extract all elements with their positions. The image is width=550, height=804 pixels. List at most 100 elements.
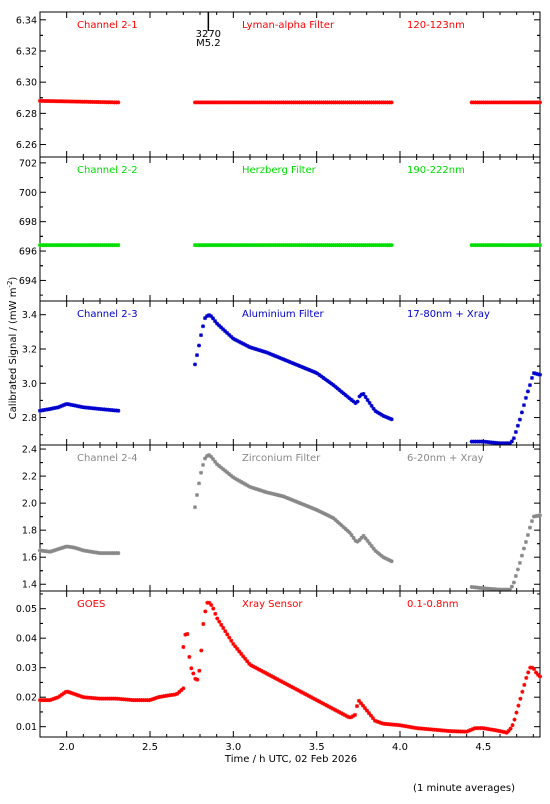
data-point	[357, 537, 362, 542]
series-channel-2-1	[38, 98, 542, 105]
data-point	[213, 243, 218, 248]
data-point	[68, 402, 73, 407]
data-point	[283, 681, 288, 686]
data-point	[211, 100, 216, 105]
data-point	[291, 685, 296, 690]
data-point	[313, 100, 318, 105]
data-point	[76, 546, 81, 551]
data-point	[353, 100, 358, 105]
data-point	[217, 243, 222, 248]
data-point	[352, 712, 357, 717]
panel-frame	[39, 444, 541, 592]
data-point	[301, 690, 306, 695]
data-point	[515, 567, 520, 572]
data-point	[112, 100, 117, 105]
data-point	[64, 243, 69, 248]
data-point	[245, 100, 250, 105]
data-point	[257, 243, 262, 248]
data-point	[477, 585, 482, 590]
data-point	[517, 560, 522, 565]
data-point	[108, 243, 113, 248]
data-point	[335, 519, 340, 524]
data-point	[343, 713, 347, 718]
data-point	[259, 348, 264, 353]
data-point	[533, 371, 538, 376]
panel-channel-label: Channel 2-2	[77, 165, 138, 176]
data-point	[100, 100, 105, 105]
data-point	[327, 514, 332, 519]
data-point	[261, 489, 266, 494]
data-point	[307, 100, 312, 105]
y-tick-label: 700	[19, 188, 37, 199]
data-point	[273, 353, 278, 358]
data-point	[221, 626, 226, 631]
data-point	[331, 383, 336, 388]
data-point	[291, 361, 296, 366]
data-point	[360, 703, 365, 708]
data-point	[80, 243, 85, 248]
data-point	[319, 243, 324, 248]
data-point	[387, 100, 392, 105]
x-tick-label: 4.0	[392, 742, 408, 753]
data-point	[363, 243, 368, 248]
data-point	[333, 707, 338, 712]
data-point	[339, 523, 344, 528]
data-point	[387, 416, 392, 421]
data-point	[76, 404, 81, 409]
data-point	[72, 99, 77, 104]
data-point	[44, 98, 49, 103]
data-point	[319, 510, 324, 515]
data-point	[527, 100, 532, 105]
data-point	[529, 243, 534, 248]
data-point	[66, 544, 71, 549]
data-point	[359, 392, 364, 397]
panel-filter-label: Aluminium Filter	[242, 309, 325, 320]
data-point	[88, 405, 93, 410]
data-point	[483, 586, 488, 591]
data-point	[56, 243, 61, 248]
data-point	[229, 334, 234, 339]
data-point	[363, 536, 368, 541]
data-point	[505, 100, 510, 105]
data-point	[215, 100, 220, 105]
data-point	[305, 367, 310, 372]
data-point	[54, 99, 59, 104]
x-axis-label: Time / h UTC, 02 Feb 2026	[224, 754, 357, 765]
panel-band-label: 120-123nm	[407, 20, 465, 31]
data-point	[535, 372, 540, 377]
data-point	[473, 439, 478, 444]
data-point	[377, 100, 382, 105]
data-point	[519, 410, 524, 415]
y-axis-label-superscript: -2	[6, 281, 14, 288]
data-point	[46, 407, 51, 412]
panel-filter-label: Zirconium Filter	[242, 453, 321, 464]
data-point	[295, 100, 300, 105]
data-point	[247, 344, 252, 349]
data-point	[383, 414, 388, 419]
data-point	[263, 349, 268, 354]
data-point	[493, 587, 498, 592]
data-point	[489, 100, 494, 105]
data-point	[155, 695, 160, 700]
data-point	[195, 353, 200, 358]
data-point	[102, 407, 107, 412]
data-point	[60, 243, 65, 248]
data-point	[376, 720, 381, 725]
data-point	[473, 243, 478, 248]
data-point	[255, 100, 260, 105]
data-point	[271, 675, 276, 680]
data-point	[533, 514, 538, 519]
data-point	[86, 549, 91, 554]
data-point	[229, 638, 234, 643]
data-point	[531, 243, 536, 248]
data-point	[40, 98, 45, 103]
data-point	[261, 349, 266, 354]
data-point	[249, 100, 254, 105]
data-point	[217, 100, 222, 105]
data-point	[534, 670, 539, 675]
data-point	[102, 243, 107, 248]
data-point	[221, 100, 226, 105]
data-point	[521, 403, 526, 408]
y-tick-label: 0.05	[16, 604, 37, 615]
data-point	[335, 386, 340, 391]
